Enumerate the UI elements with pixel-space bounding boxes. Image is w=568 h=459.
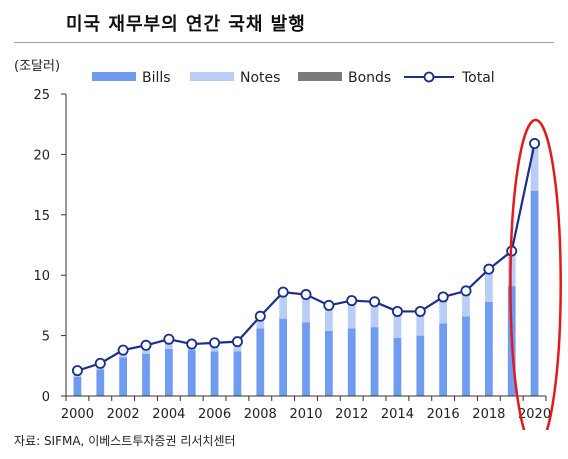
source-note: 자료: SIFMA, 이베스트투자증권 리서치센터 [14,434,236,448]
legend-label-bills: Bills [142,70,171,86]
x-tick-label: 2018 [472,407,505,422]
total-marker-2010 [300,289,312,301]
bar-bills-2003 [142,353,150,396]
total-marker-2002 [117,344,129,356]
bar-bills-2007 [233,351,242,396]
total-marker-2014 [391,305,403,317]
y-axis-unit-label: (조달러) [14,59,60,74]
bar-notes-2020 [530,147,539,191]
bar-bills-2014 [393,338,402,396]
x-tick-label: 2012 [335,407,368,422]
bar-notes-2012 [347,301,356,329]
x-tick-label: 2002 [107,407,140,422]
highlight-ellipse-2020 [509,118,562,430]
page-title: 미국 재무부의 연간 국채 발행 [66,14,306,35]
y-tick-label: 20 [33,148,50,163]
total-marker-2020 [529,138,541,150]
legend-swatch-bills [92,72,136,81]
bar-notes-2011 [324,306,333,331]
legend-label-bonds: Bonds [348,70,391,86]
bar-bills-2005 [187,350,196,396]
bar-notes-2008 [256,316,265,329]
total-marker-2011 [323,299,335,311]
bar-bills-2018 [484,301,493,396]
bar-notes-2017 [462,292,470,317]
legend-marker-total [423,71,435,83]
total-marker-2004 [163,333,175,345]
bar-notes-2018 [484,272,493,302]
bar-bills-2004 [164,348,173,396]
total-marker-2017 [460,285,472,297]
title-divider [14,42,554,43]
total-marker-2009 [277,286,289,298]
total-marker-2005 [186,338,198,350]
y-tick-label: 0 [42,390,50,405]
legend-swatch-notes [190,72,234,81]
bar-bills-2013 [370,327,379,396]
bar-bills-2010 [302,322,310,396]
bar-notes-2016 [439,298,448,324]
total-marker-2016 [437,291,449,303]
total-marker-2000 [71,365,83,377]
bar-bills-2009 [279,318,288,396]
y-tick-label: 25 [33,88,50,103]
bar-bills-2000 [73,376,82,396]
bar-bills-2015 [416,335,425,396]
bar-notes-2013 [370,302,379,328]
total-marker-2003 [140,339,152,351]
total-marker-2001 [94,357,106,369]
legend: Bills Notes Bonds Total [92,70,495,86]
bar-bills-2006 [210,351,219,396]
x-tick-label: 2004 [152,407,185,422]
bar-notes-2010 [302,295,310,323]
bar-bills-2008 [256,328,265,396]
bar-bills-2002 [119,357,128,396]
y-tick-label: 5 [42,330,50,345]
legend-label-total: Total [461,70,495,86]
bar-bills-2017 [462,316,470,396]
x-tick-label: 2010 [289,407,322,422]
legend-swatch-bonds [298,72,342,81]
x-tick-label: 2006 [198,407,231,422]
total-marker-2006 [209,337,221,349]
bar-bills-2020 [530,190,539,396]
total-marker-2015 [414,305,426,317]
bar-bills-2001 [96,369,105,396]
total-marker-2007 [231,336,243,348]
bar-bills-2016 [439,323,448,396]
chart: (조달러) Bills Notes Bonds Total 0 5 10 15 20 25… [14,59,562,430]
bar-bills-2011 [324,330,333,396]
total-marker-2012 [346,295,358,307]
legend-label-notes: Notes [240,70,280,86]
total-marker-2018 [483,263,495,275]
x-tick-label: 2020 [518,407,551,422]
bar-notes-2009 [279,293,288,319]
y-tick-label: 15 [33,209,50,224]
x-tick-label: 2008 [244,407,277,422]
bar-notes-2014 [393,312,402,339]
total-marker-2013 [369,296,381,308]
x-tick-label: 2014 [381,407,414,422]
bar-bills-2012 [347,328,356,396]
total-marker-2008 [254,310,266,322]
x-tick-label: 2000 [61,407,94,422]
bar-notes-2015 [416,313,425,336]
x-tick-label: 2016 [427,407,460,422]
y-tick-label: 10 [33,269,50,284]
